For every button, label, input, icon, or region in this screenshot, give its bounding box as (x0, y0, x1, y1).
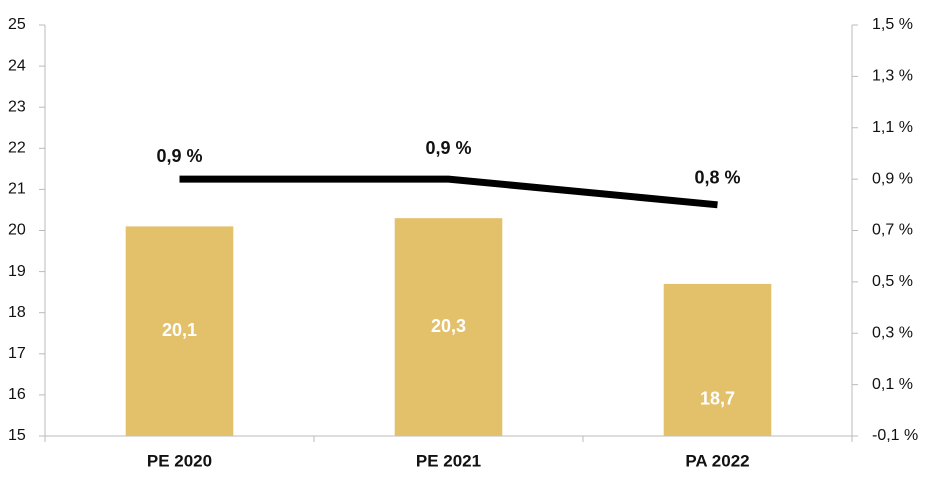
line (179, 175, 718, 209)
y-tick-label: 19 (8, 263, 26, 280)
y2-tick-label: 1,3 % (872, 68, 913, 85)
y2-tick-label: 1,1 % (872, 119, 913, 136)
y-tick-label: 20 (8, 222, 26, 239)
bar-label: 18,7 (700, 389, 735, 409)
y2-tick-label: 0,5 % (872, 273, 913, 290)
bar (125, 226, 234, 436)
y2-tick-label: 0,9 % (872, 170, 913, 187)
bar-label: 20,1 (162, 320, 197, 340)
bar (663, 283, 772, 436)
y2-tick-label: 0,7 % (872, 222, 913, 239)
y2-tick-label: 1,5 % (872, 16, 913, 33)
y-tick-label: 21 (8, 181, 26, 198)
x-tick-label: PA 2022 (685, 451, 749, 470)
y2-tick-label: 0,3 % (872, 324, 913, 341)
y-tick-label: 17 (8, 345, 26, 362)
y-tick-label: 18 (8, 304, 26, 321)
y-tick-label: 22 (8, 140, 26, 157)
y-tick-label: 24 (8, 57, 26, 74)
line-label: 0,8 % (694, 168, 740, 188)
y-tick-label: 25 (8, 16, 26, 33)
y-tick-label: 15 (8, 427, 26, 444)
bar (394, 218, 503, 436)
bar-label: 20,3 (431, 316, 466, 336)
y2-tick-label: -0,1 % (872, 427, 918, 444)
line-label: 0,9 % (156, 146, 202, 166)
y2-tick-label: 0,1 % (872, 376, 913, 393)
y-tick-label: 23 (8, 98, 26, 115)
line-label: 0,9 % (425, 138, 471, 158)
y-tick-label: 16 (8, 386, 26, 403)
x-tick-label: PE 2020 (147, 451, 212, 470)
x-tick-label: PE 2021 (416, 451, 481, 470)
